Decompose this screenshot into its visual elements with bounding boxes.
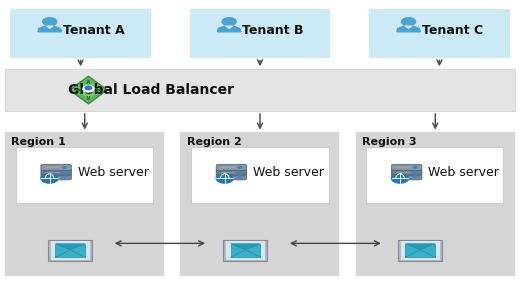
Circle shape: [401, 18, 415, 26]
FancyBboxPatch shape: [191, 147, 329, 203]
FancyBboxPatch shape: [5, 132, 164, 276]
FancyBboxPatch shape: [366, 147, 503, 203]
FancyBboxPatch shape: [392, 169, 422, 175]
Circle shape: [63, 176, 66, 178]
FancyBboxPatch shape: [41, 174, 71, 180]
Text: Web server: Web server: [253, 166, 324, 179]
Circle shape: [392, 174, 408, 183]
Circle shape: [413, 171, 417, 173]
FancyBboxPatch shape: [10, 9, 151, 58]
FancyBboxPatch shape: [190, 9, 330, 58]
Text: Global Load Balancer: Global Load Balancer: [68, 83, 234, 97]
Polygon shape: [38, 26, 61, 32]
Polygon shape: [405, 26, 412, 29]
FancyBboxPatch shape: [216, 174, 246, 180]
Circle shape: [43, 18, 57, 26]
Polygon shape: [230, 244, 261, 257]
Circle shape: [85, 86, 92, 90]
Text: Web server: Web server: [78, 166, 149, 179]
Polygon shape: [76, 81, 100, 99]
Circle shape: [238, 176, 241, 178]
Polygon shape: [55, 244, 85, 257]
Polygon shape: [226, 26, 232, 29]
Polygon shape: [405, 244, 435, 250]
Text: Region 2: Region 2: [187, 137, 241, 147]
FancyBboxPatch shape: [5, 69, 515, 111]
FancyBboxPatch shape: [41, 169, 71, 175]
FancyBboxPatch shape: [369, 9, 510, 58]
Circle shape: [413, 176, 417, 178]
Circle shape: [238, 171, 241, 173]
FancyBboxPatch shape: [401, 241, 439, 260]
Circle shape: [83, 86, 94, 92]
Text: Tenant C: Tenant C: [422, 24, 483, 37]
Polygon shape: [55, 244, 85, 250]
Circle shape: [238, 166, 241, 168]
Text: Tenant B: Tenant B: [242, 24, 304, 37]
Polygon shape: [397, 26, 420, 32]
Polygon shape: [217, 26, 241, 32]
Text: Tenant A: Tenant A: [63, 24, 124, 37]
FancyBboxPatch shape: [392, 164, 422, 170]
FancyBboxPatch shape: [398, 240, 442, 261]
Text: Region 1: Region 1: [11, 137, 66, 147]
FancyBboxPatch shape: [48, 240, 92, 261]
Polygon shape: [70, 76, 107, 104]
FancyBboxPatch shape: [216, 169, 246, 175]
FancyBboxPatch shape: [41, 164, 71, 170]
Circle shape: [41, 174, 58, 183]
FancyBboxPatch shape: [226, 241, 265, 260]
FancyBboxPatch shape: [356, 132, 515, 276]
Text: Region 3: Region 3: [362, 137, 417, 147]
Circle shape: [63, 171, 66, 173]
FancyBboxPatch shape: [224, 240, 267, 261]
Circle shape: [413, 166, 417, 168]
Text: Web server: Web server: [428, 166, 499, 179]
FancyBboxPatch shape: [392, 174, 422, 180]
FancyBboxPatch shape: [180, 132, 339, 276]
Polygon shape: [230, 244, 261, 250]
Circle shape: [222, 18, 236, 26]
FancyBboxPatch shape: [216, 164, 246, 170]
FancyBboxPatch shape: [16, 147, 153, 203]
Circle shape: [216, 174, 233, 183]
FancyBboxPatch shape: [51, 241, 89, 260]
Polygon shape: [46, 26, 53, 29]
Circle shape: [63, 166, 66, 168]
Polygon shape: [405, 244, 435, 257]
